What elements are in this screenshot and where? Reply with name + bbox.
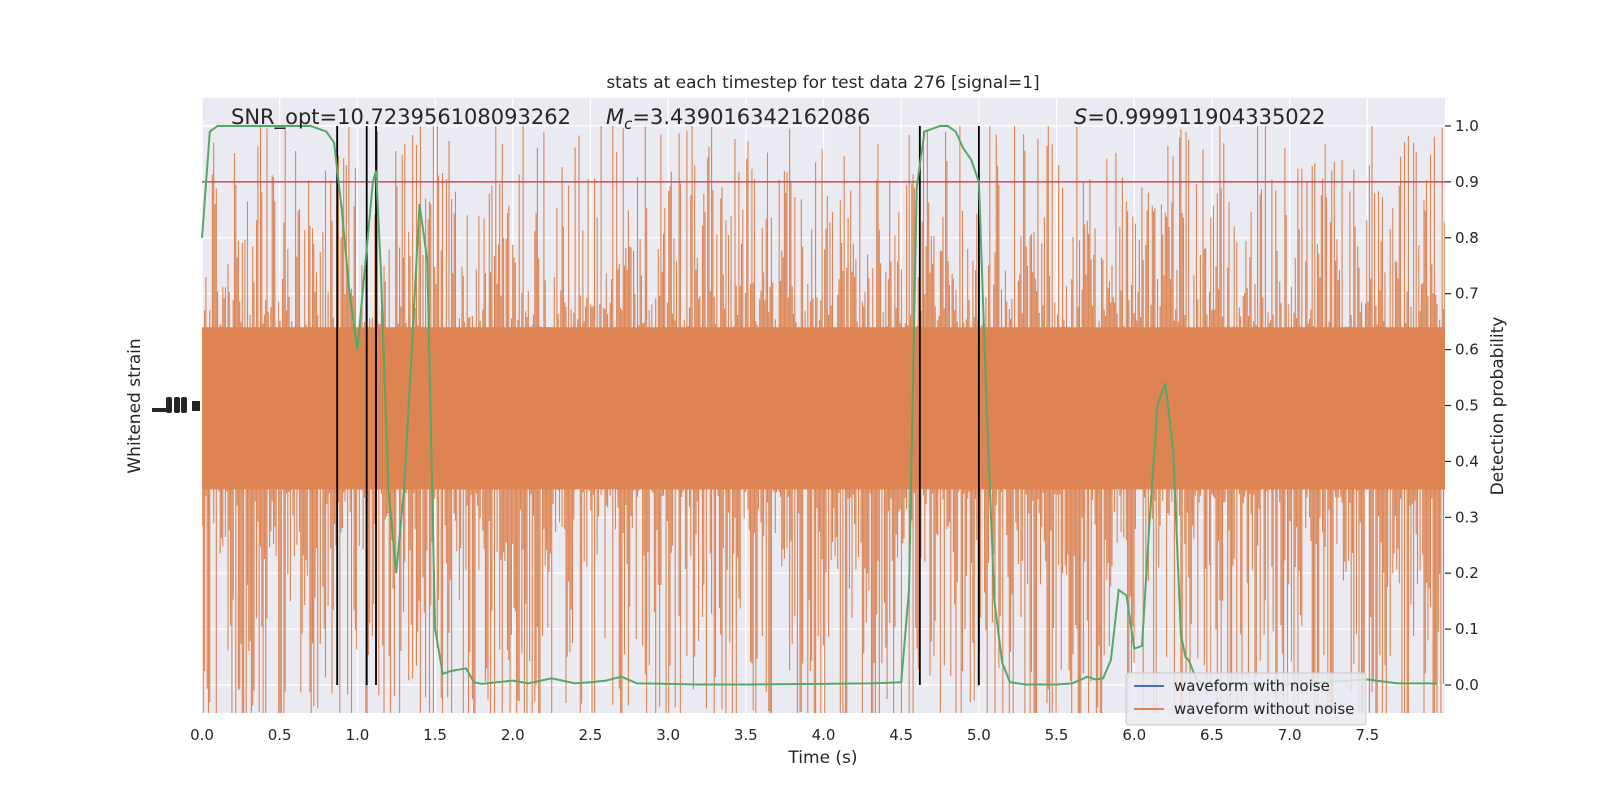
x-tick-label: 7.5	[1355, 726, 1379, 744]
x-tick-label: 3.5	[734, 726, 758, 744]
y-tick-label: 0.8	[1455, 229, 1479, 247]
right-axis-label: Detection probability	[1488, 317, 1508, 496]
x-tick-label: 6.0	[1122, 726, 1146, 744]
x-tick-label: 4.5	[889, 726, 913, 744]
legend-box	[1125, 672, 1367, 726]
y-tick-label: 0.7	[1455, 285, 1479, 303]
legend: waveform with noise waveform without noi…	[1125, 672, 1367, 726]
y-tick-label: 1.0	[1455, 117, 1479, 135]
left-axis-label: Whitened strain	[125, 338, 145, 473]
x-tick-label: 4.0	[812, 726, 836, 744]
legend-label-without-noise: waveform without noise	[1174, 700, 1354, 718]
y-tick-label: 0.5	[1455, 397, 1479, 415]
noise-spikes	[202, 126, 1445, 713]
x-tick-label: 2.0	[501, 726, 525, 744]
y-tick-label: 0.9	[1455, 173, 1479, 191]
legend-label-with-noise: waveform with noise	[1174, 677, 1330, 695]
x-tick-label: 1.5	[423, 726, 447, 744]
x-axis-ticks: 0.0 0.5 1.0 1.5 2.0 2.5 3.0 3.5 4.0 4.5 5.0 5.5 6.0 6…	[190, 726, 1379, 744]
y-tick-label: 0.2	[1455, 564, 1479, 582]
vertical-markers	[336, 125, 980, 686]
x-tick-label: 5.5	[1045, 726, 1069, 744]
left-tick-cluster	[152, 397, 200, 413]
y-tick-label: 0.0	[1455, 676, 1479, 694]
x-tick-label: 7.0	[1278, 726, 1302, 744]
y-tick-label: 0.3	[1455, 508, 1479, 526]
x-tick-label: 0.0	[190, 726, 214, 744]
x-tick-label: 2.5	[579, 726, 603, 744]
x-tick-label: 1.0	[345, 726, 369, 744]
chirp-mass-annotation: Mc=3.439016342162086	[606, 105, 870, 133]
x-axis-label: Time (s)	[787, 748, 857, 768]
score-annotation: S=0.999911904335022	[1074, 105, 1325, 129]
y-tick-label: 0.6	[1455, 341, 1479, 359]
chart-title: stats at each timestep for test data 276…	[606, 73, 1039, 93]
x-tick-label: 6.5	[1200, 726, 1224, 744]
snr-annotation: SNR_opt=10.723956108093262	[231, 105, 571, 130]
y-tick-label: 0.1	[1455, 620, 1479, 638]
y-tick-label: 0.4	[1455, 452, 1479, 470]
x-tick-label: 0.5	[268, 726, 292, 744]
x-tick-label: 3.0	[656, 726, 680, 744]
right-axis-ticks: 0.0 0.1 0.2 0.3 0.4 0.5 0.6 0.7 0.8 0.9 1.0	[1445, 117, 1479, 694]
detection-probability-line	[201, 125, 1438, 686]
x-tick-label: 5.0	[967, 726, 991, 744]
